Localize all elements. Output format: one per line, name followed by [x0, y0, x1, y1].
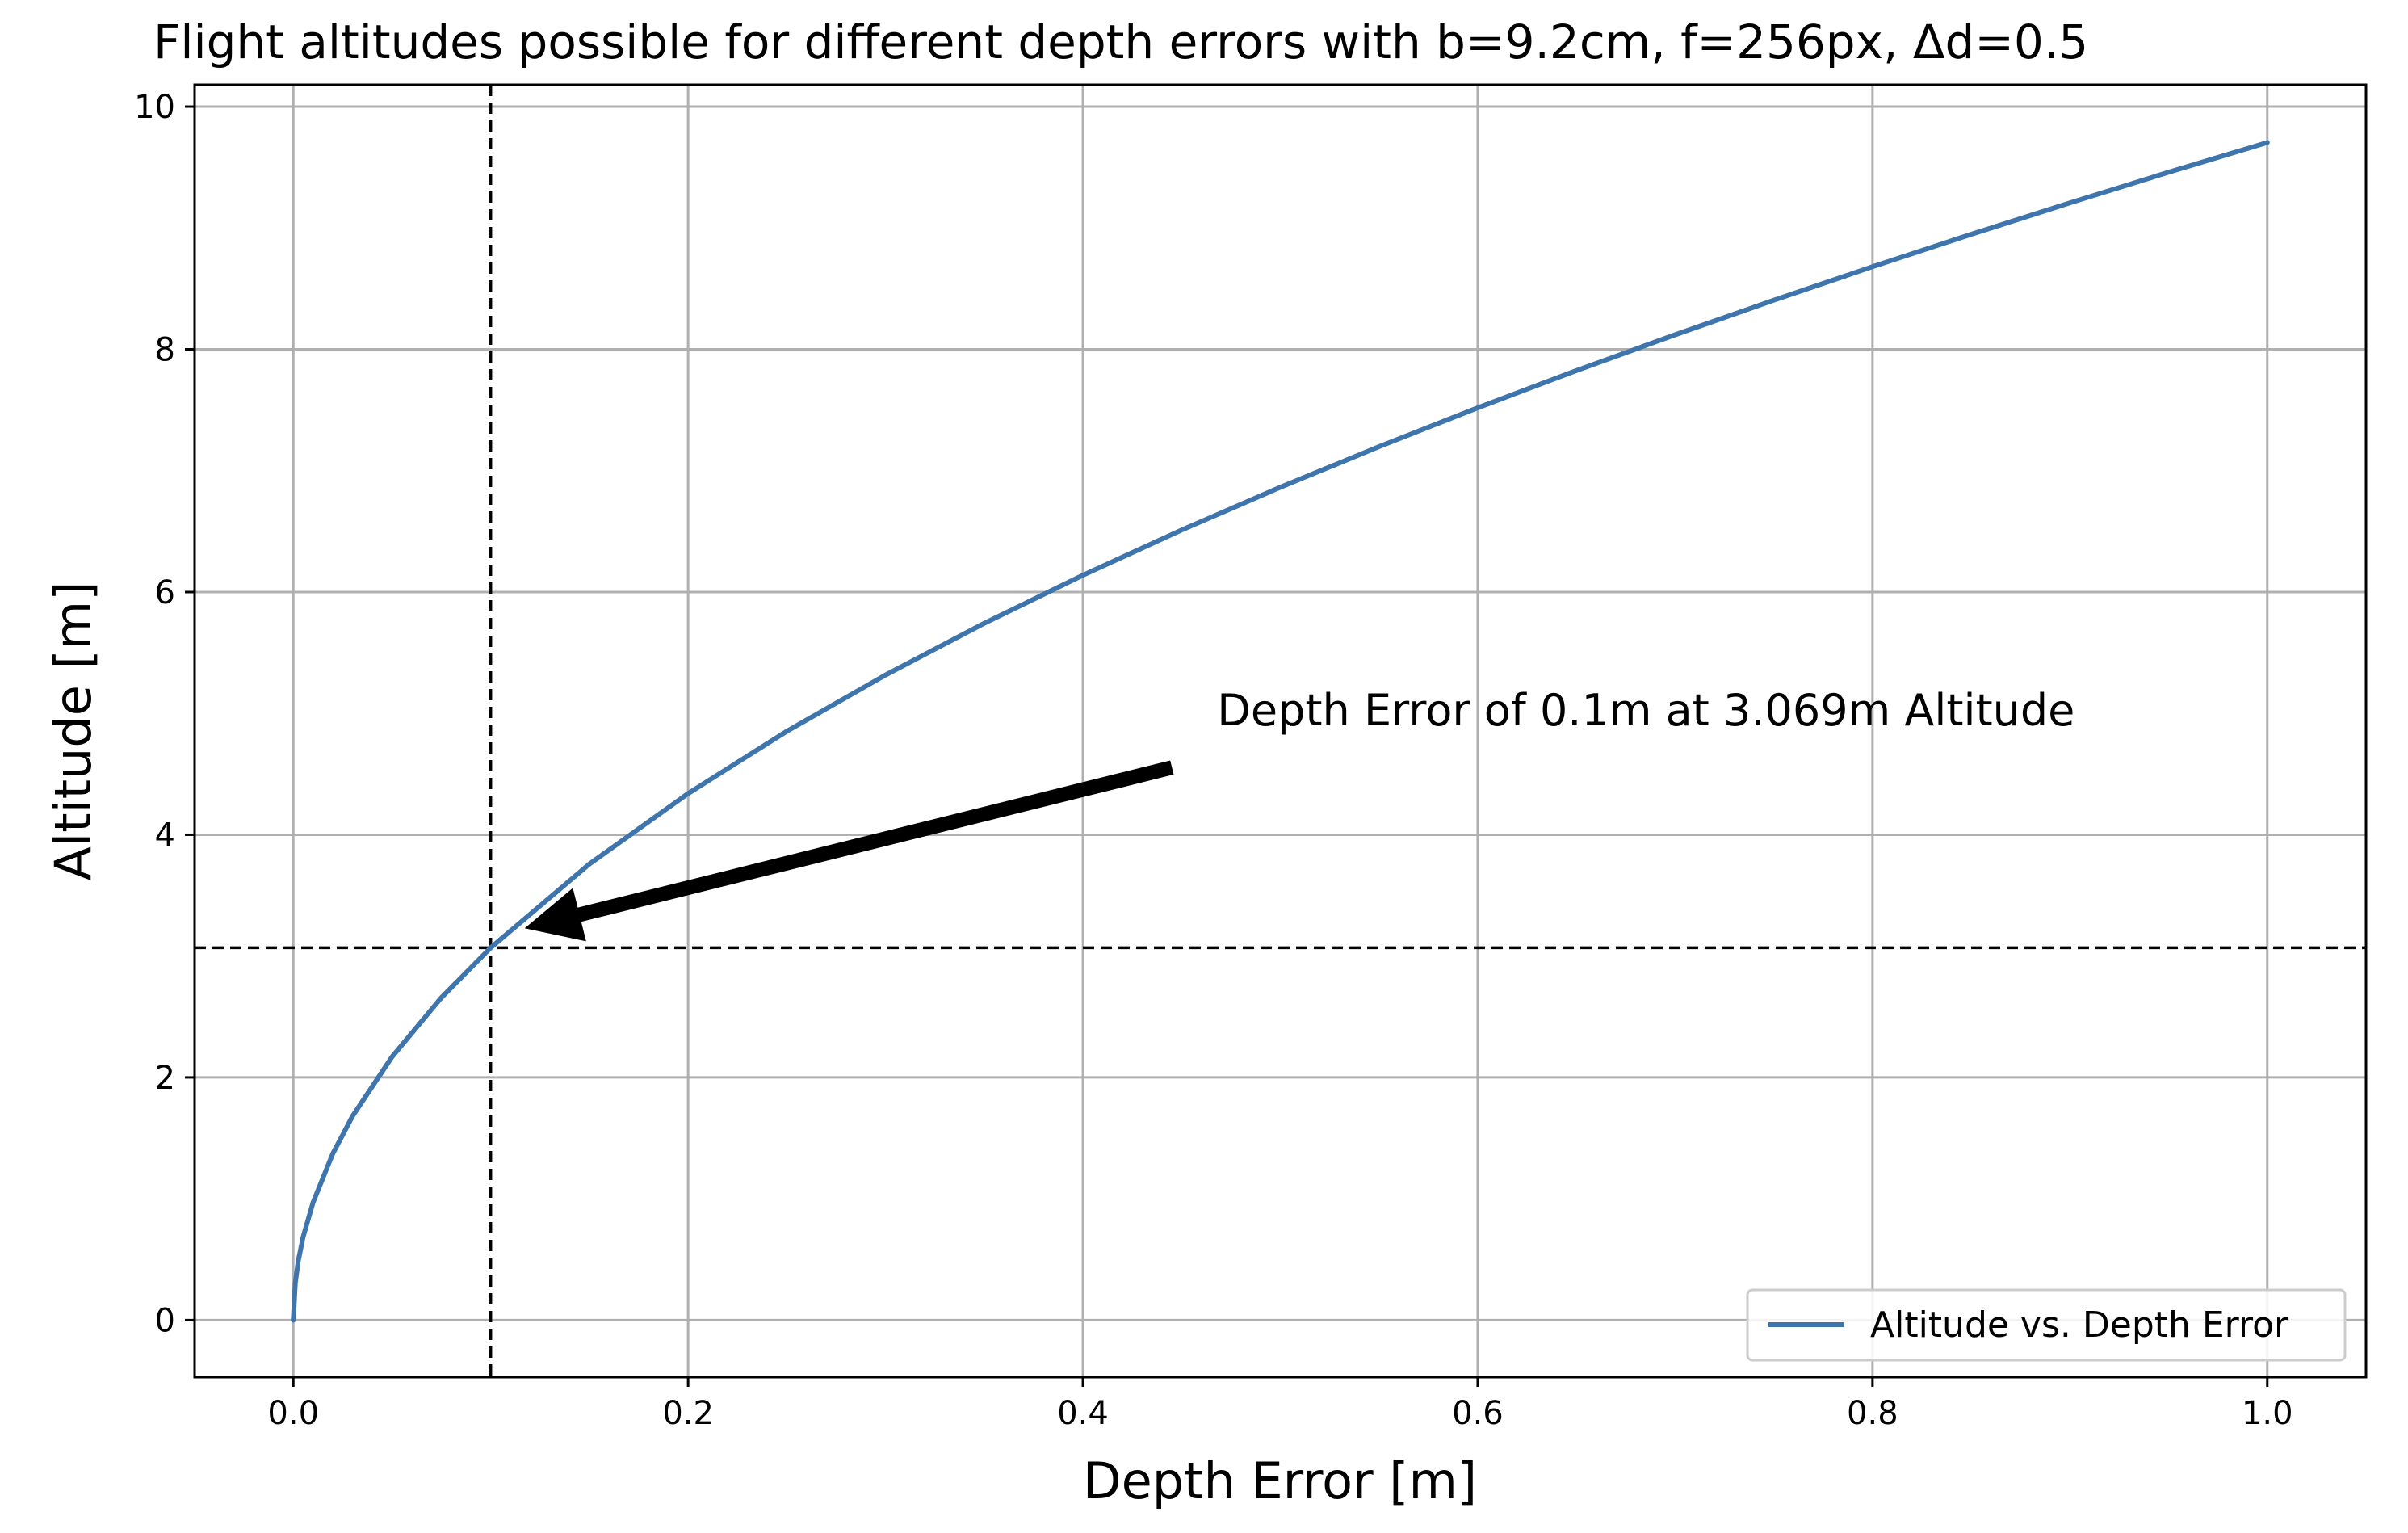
x-axis-label: Depth Error [m]	[1083, 1451, 1477, 1510]
y-tick-label: 0	[155, 1302, 175, 1339]
reference-lines	[195, 85, 2366, 1377]
series-line	[291, 140, 2270, 1323]
y-tick-label: 8	[155, 332, 175, 369]
x-tick-label: 0.2	[662, 1395, 714, 1432]
x-tick-label: 0.0	[267, 1395, 319, 1432]
x-tick-label: 1.0	[2242, 1395, 2293, 1432]
y-axis-label: Altitude [m]	[44, 582, 103, 881]
legend-label: Altitude vs. Depth Error	[1870, 1304, 2289, 1346]
chart-title: Flight altitudes possible for different …	[153, 15, 2088, 69]
plot-area	[195, 85, 2366, 1377]
annotation-arrow-shaft	[573, 760, 1174, 923]
plot-frame	[193, 83, 2368, 1379]
x-gridlines	[292, 85, 2269, 1377]
legend: Altitude vs. Depth Error	[1746, 1288, 2347, 1362]
x-tick-label: 0.6	[1452, 1395, 1504, 1432]
x-tick-label: 0.8	[1847, 1395, 1898, 1432]
x-axis-ticks: 0.0 0.2 0.4 0.6 0.8 1.0	[267, 1377, 2293, 1432]
y-tick-label: 4	[155, 817, 175, 854]
y-tick-label: 10	[134, 89, 175, 126]
y-axis-ticks: 0 2 4 6 8 10	[134, 89, 195, 1339]
annotation-arrow-head	[524, 888, 586, 942]
annotation-group: Depth Error of 0.1m at 3.069m Altitude	[524, 685, 2074, 942]
annotation-text: Depth Error of 0.1m at 3.069m Altitude	[1217, 685, 2074, 736]
legend-box	[1746, 1288, 2347, 1362]
series-group	[291, 140, 2270, 1323]
y-tick-label: 2	[155, 1060, 175, 1097]
x-tick-label: 0.4	[1057, 1395, 1109, 1432]
y-tick-label: 6	[155, 574, 175, 611]
